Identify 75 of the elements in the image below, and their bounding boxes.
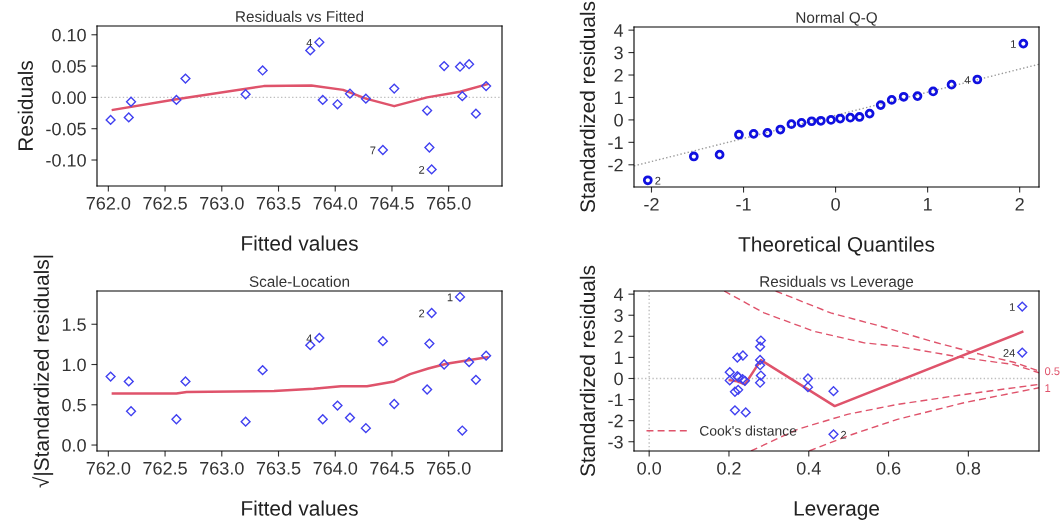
- x-tick-label: 763.5: [256, 461, 301, 475]
- y-axis-title: Residuals: [17, 61, 33, 151]
- annotation: 1: [447, 293, 453, 302]
- x-tick-label: 762.0: [86, 196, 131, 210]
- y-tick-label: 1: [614, 351, 623, 364]
- x-axis-title: Leverage: [794, 501, 880, 520]
- y-tick-label: 0.00: [52, 91, 86, 105]
- annotation: 2: [655, 176, 661, 185]
- x-tick-label: 764.5: [370, 196, 414, 210]
- y-axis-title: Standardized residuals: [579, 265, 596, 477]
- y-tick-label: 3: [614, 46, 623, 60]
- y-tick-label: -0.10: [46, 153, 86, 167]
- chart-title: Scale-Location: [249, 275, 350, 287]
- x-axis-title: Fitted values: [242, 235, 358, 251]
- legend-label: Cook's distance: [699, 425, 797, 436]
- annotation: 2: [419, 309, 425, 318]
- y-tick-label: 0.05: [52, 60, 86, 73]
- annotation: 1: [1011, 40, 1016, 48]
- y-tick-label: 0: [614, 372, 623, 386]
- x-tick-label: 764.5: [370, 461, 414, 475]
- x-tick-label: -2: [644, 197, 659, 211]
- x-tick-label: 763.0: [200, 196, 244, 210]
- annotation: 4: [306, 334, 313, 343]
- annotation: 1: [1009, 303, 1015, 311]
- chart-title: Residuals vs Leverage: [760, 275, 914, 290]
- y-tick-label: 2: [614, 68, 623, 82]
- y-axis-title: √|Standardized residuals|: [32, 255, 54, 488]
- x-axis-title: Theoretical Quantiles: [738, 236, 935, 256]
- y-tick-label: 4: [613, 288, 624, 301]
- x-tick-label: 0: [831, 197, 840, 211]
- y-tick-label: 0: [614, 113, 623, 127]
- annotation: 0.5: [1044, 367, 1060, 376]
- annotation: 4: [306, 38, 313, 47]
- x-tick-label: 763.5: [256, 196, 301, 210]
- y-tick-label: -1: [608, 393, 623, 407]
- x-tick-label: -1: [736, 198, 751, 211]
- x-tick-label: 0.6: [876, 461, 901, 475]
- y-tick-label: -2: [608, 414, 623, 428]
- x-tick-label: 1: [923, 198, 932, 211]
- y-tick-label: 1: [614, 91, 623, 105]
- annotation: 1: [1045, 384, 1051, 392]
- x-tick-label: 0.0: [637, 461, 662, 475]
- x-axis-title: Fitted values: [242, 500, 358, 516]
- chart-title: Normal Q-Q: [796, 11, 877, 26]
- annotation: 24: [1003, 349, 1015, 357]
- x-tick-label: 762.0: [86, 461, 131, 475]
- x-tick-label: 764.0: [313, 461, 358, 475]
- x-tick-label: 0.8: [956, 461, 981, 475]
- y-tick-label: 1.5: [62, 318, 86, 331]
- y-axis-title: Standardized residuals: [579, 1, 596, 213]
- x-tick-label: 0.2: [717, 461, 741, 475]
- annotation: 2: [419, 165, 425, 174]
- y-tick-label: 0.10: [52, 28, 86, 42]
- x-tick-label: 764.0: [313, 196, 358, 210]
- y-tick-label: -0.05: [46, 122, 86, 136]
- x-tick-label: 2: [1015, 197, 1024, 211]
- x-tick-label: 763.0: [200, 461, 244, 475]
- y-tick-label: 0.5: [62, 398, 86, 412]
- annotation: 2: [841, 430, 847, 439]
- x-tick-label: 765.0: [427, 461, 471, 475]
- x-tick-label: 765.0: [427, 196, 471, 210]
- y-tick-label: -2: [608, 158, 623, 172]
- y-tick-label: 1.0: [62, 358, 86, 372]
- annotation: 4: [964, 76, 971, 84]
- x-tick-label: 762.5: [143, 461, 187, 475]
- y-tick-label: 0.0: [62, 438, 86, 452]
- x-tick-label: 0.4: [796, 461, 821, 475]
- x-tick-label: 762.5: [143, 196, 187, 210]
- y-tick-label: 4: [613, 24, 624, 37]
- y-tick-label: -1: [608, 136, 623, 149]
- y-tick-label: 3: [614, 309, 623, 322]
- chart-title: Residuals vs Fitted: [236, 10, 364, 22]
- y-tick-label: 2: [614, 330, 623, 343]
- annotation: 7: [370, 146, 376, 155]
- y-tick-label: -3: [608, 435, 623, 449]
